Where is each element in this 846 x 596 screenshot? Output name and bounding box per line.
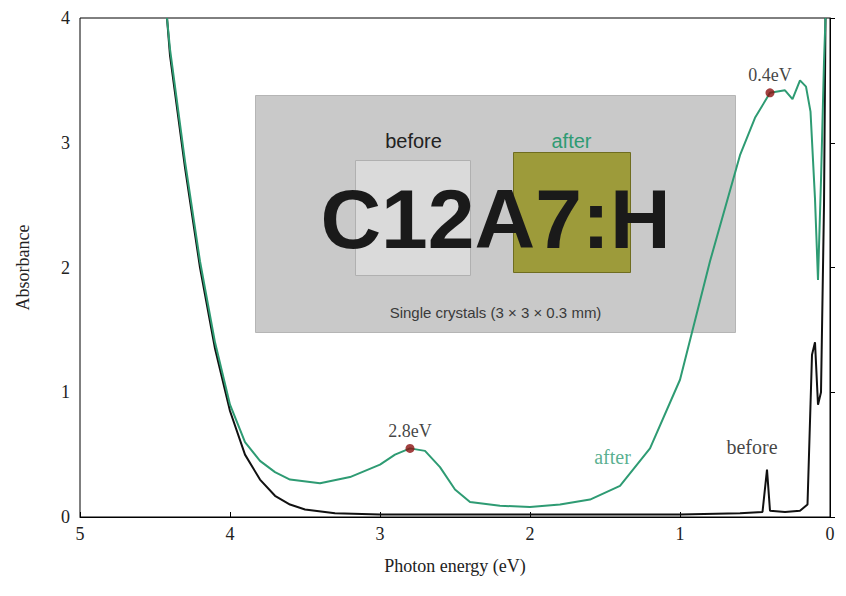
svg-text:Photon energy (eV): Photon energy (eV): [384, 556, 526, 577]
svg-text:4: 4: [226, 524, 235, 544]
svg-text:0.4eV: 0.4eV: [748, 65, 792, 85]
svg-text:before: before: [726, 436, 777, 458]
svg-text:0: 0: [61, 507, 70, 527]
svg-text:Single crystals (3 × 3 × 0.3 m: Single crystals (3 × 3 × 0.3 mm): [390, 304, 602, 321]
svg-text:after: after: [551, 130, 591, 152]
svg-text:2: 2: [61, 258, 70, 278]
svg-text:2: 2: [526, 524, 535, 544]
svg-text:Absorbance: Absorbance: [13, 225, 33, 311]
svg-text:after: after: [594, 446, 631, 468]
svg-text:1: 1: [61, 382, 70, 402]
svg-text:5: 5: [76, 524, 85, 544]
svg-text:4: 4: [61, 8, 70, 28]
svg-text:0: 0: [826, 524, 835, 544]
svg-text:before: before: [385, 130, 442, 152]
svg-text:2.8eV: 2.8eV: [388, 421, 432, 441]
svg-text:3: 3: [61, 133, 70, 153]
svg-text:1: 1: [676, 524, 685, 544]
svg-text:C12A7:H: C12A7:H: [320, 172, 670, 266]
svg-text:3: 3: [376, 524, 385, 544]
